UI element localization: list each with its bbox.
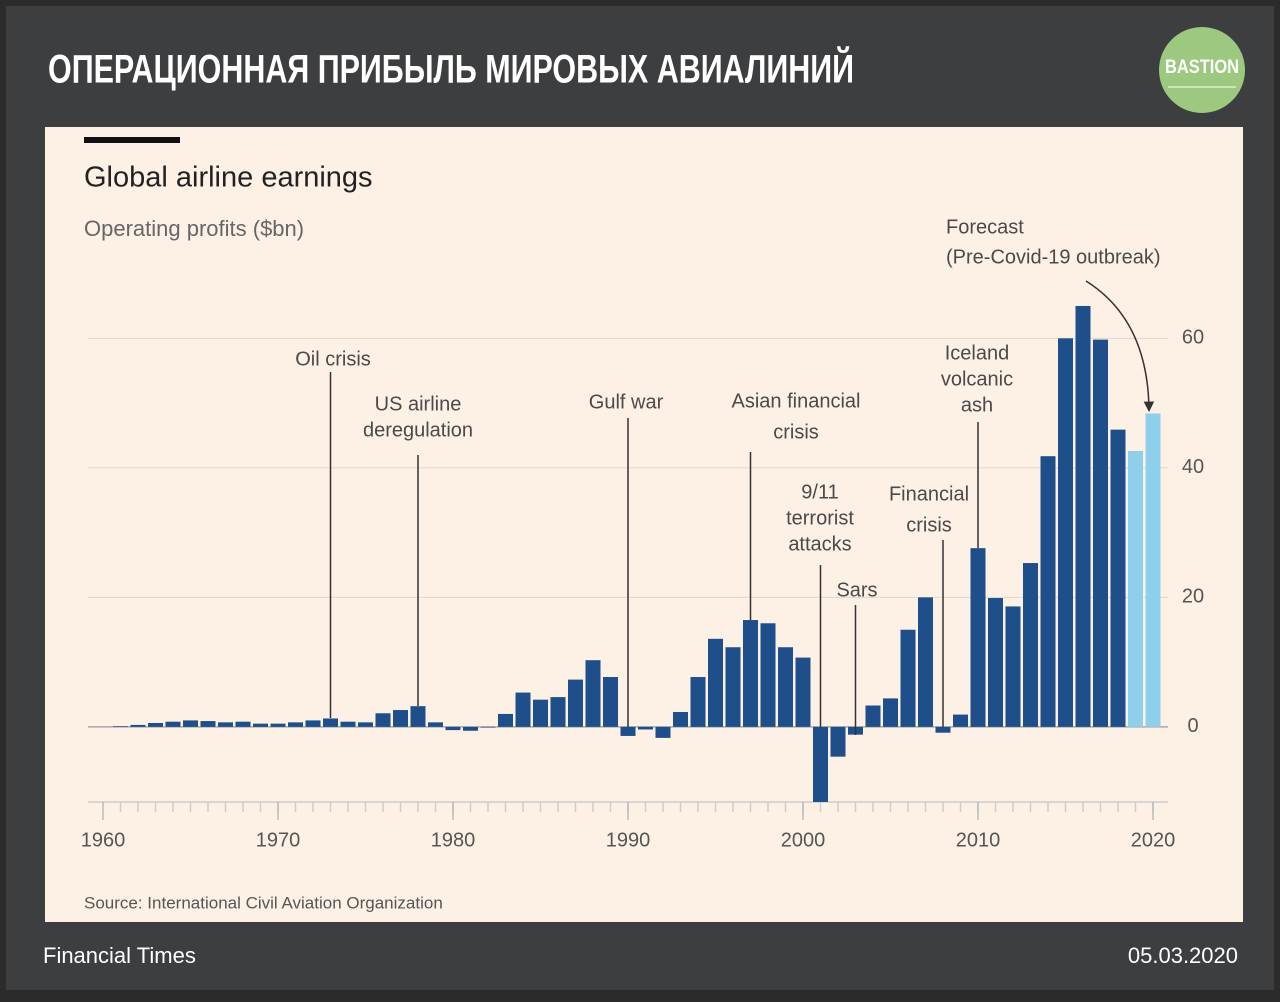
bar — [550, 697, 566, 727]
annotation-text: Financial — [889, 483, 969, 505]
annotation-text: Sars — [836, 579, 877, 601]
bar — [725, 647, 741, 727]
bar — [533, 699, 548, 727]
bar — [1128, 451, 1143, 727]
bar — [1075, 305, 1091, 727]
logo-text: BASTION — [1165, 57, 1239, 78]
annotation-text: (Pre-Covid-19 outbreak) — [946, 246, 1161, 268]
bar — [970, 548, 986, 727]
bar — [568, 679, 583, 727]
bar — [480, 726, 496, 728]
bar — [463, 726, 478, 731]
bar — [1023, 563, 1038, 727]
bar — [498, 713, 513, 727]
bar — [393, 710, 408, 727]
x-tick-label: 1990 — [606, 829, 651, 851]
bar — [673, 711, 688, 727]
source: Source: International Civil Aviation Org… — [84, 893, 443, 912]
bar — [288, 722, 303, 727]
annotation-text: Oil crisis — [295, 348, 371, 370]
bar — [340, 721, 356, 727]
bar — [953, 714, 968, 727]
annotation-text: attacks — [788, 533, 851, 555]
chart-subtitle: Operating profits ($bn) — [84, 216, 304, 241]
bar — [743, 620, 758, 727]
bar — [795, 657, 811, 727]
bar — [253, 723, 268, 727]
y-tick-label: 60 — [1182, 327, 1204, 349]
bar — [1040, 456, 1056, 727]
bar — [883, 698, 898, 727]
bar — [235, 721, 251, 727]
x-tick-label: 1980 — [431, 829, 476, 851]
annotation-text: ash — [961, 394, 993, 416]
logo — [1159, 27, 1245, 113]
bar — [988, 598, 1003, 727]
x-tick-label: 2010 — [956, 829, 1001, 851]
annotation-text: crisis — [906, 514, 952, 536]
bar — [113, 726, 128, 727]
publisher: Financial Times — [43, 943, 196, 968]
bar — [655, 726, 671, 738]
annotation-text: Asian financial — [732, 390, 861, 412]
annotation-text: deregulation — [363, 419, 473, 441]
annotation-text: 9/11 — [801, 481, 838, 503]
y-tick-label: 20 — [1182, 586, 1204, 608]
bar — [778, 647, 793, 727]
bar — [1110, 429, 1126, 727]
bar — [865, 705, 881, 727]
bar — [585, 660, 601, 727]
bar — [165, 721, 181, 727]
annotation-text: crisis — [773, 421, 819, 443]
bar — [1093, 339, 1108, 727]
bar — [148, 722, 163, 727]
header-title: ОПЕРАЦИОННАЯ ПРИБЫЛЬ МИРОВЫХ АВИАЛИНИЙ — [48, 46, 854, 92]
bar — [830, 726, 846, 757]
bar — [270, 723, 286, 727]
bar — [515, 692, 531, 727]
bar — [918, 597, 933, 727]
bar — [323, 718, 338, 727]
annotation-text: volcanic — [941, 368, 1013, 390]
annotation-text: Forecast — [946, 216, 1024, 238]
y-tick-label: 40 — [1182, 456, 1204, 478]
bar — [358, 722, 373, 727]
bar — [690, 677, 706, 727]
annotation-text: Iceland — [945, 342, 1010, 364]
bar — [183, 720, 198, 727]
bar — [900, 629, 916, 727]
x-tick-label: 2020 — [1131, 829, 1176, 851]
bar — [410, 706, 426, 727]
title-rule — [84, 137, 180, 143]
bar — [305, 720, 321, 727]
bar — [1145, 413, 1161, 727]
bar — [813, 726, 828, 802]
bar — [620, 726, 636, 736]
bar — [200, 721, 216, 727]
bar — [1005, 606, 1021, 727]
bar — [1058, 338, 1073, 727]
date: 05.03.2020 — [1128, 943, 1238, 968]
bar — [428, 722, 443, 727]
bar — [638, 726, 653, 730]
bar — [375, 713, 391, 727]
bar — [445, 726, 461, 731]
annotation-text: terrorist — [786, 507, 854, 529]
x-tick-label: 1970 — [256, 829, 301, 851]
bar — [708, 638, 723, 727]
bar — [760, 623, 776, 727]
bar — [603, 677, 618, 727]
annotation-arrow — [1085, 280, 1155, 413]
annotation-text: Gulf war — [589, 391, 664, 413]
bar — [218, 722, 233, 727]
x-tick-label: 2000 — [781, 829, 826, 851]
x-tick-label: 1960 — [81, 829, 126, 851]
bar — [130, 724, 146, 727]
chart-title: Global airline earnings — [84, 162, 373, 194]
annotation-text: US airline — [375, 393, 462, 415]
bar — [935, 726, 951, 733]
y-tick-label: 0 — [1187, 715, 1198, 737]
